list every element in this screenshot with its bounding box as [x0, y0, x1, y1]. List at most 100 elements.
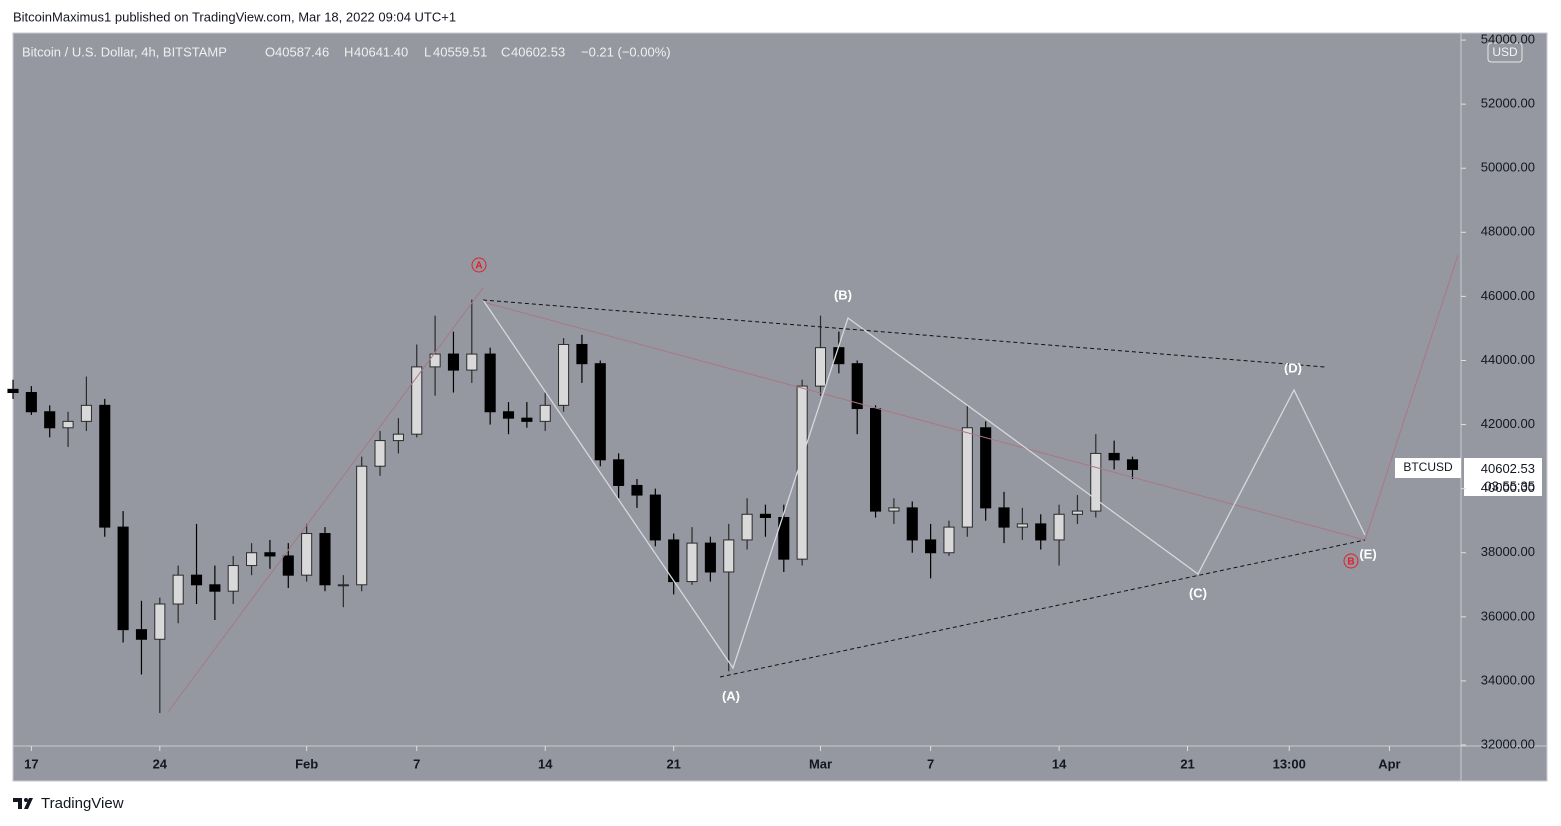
candle-body — [686, 542, 698, 583]
wave-label: (A) — [722, 688, 740, 703]
candle-body — [44, 411, 56, 429]
candle-body — [1016, 523, 1028, 528]
symbol-title: Bitcoin / U.S. Dollar, 4h, BITSTAMP — [22, 44, 227, 59]
y-tick-label: 46000.00 — [1481, 288, 1535, 303]
ohlc-key: H — [344, 44, 353, 59]
y-tick-label: 52000.00 — [1481, 96, 1535, 111]
brand: TradingView — [41, 795, 124, 812]
candle-body — [25, 392, 37, 413]
wave-label: (D) — [1284, 360, 1302, 375]
logo-mark — [13, 798, 33, 809]
triangle-line — [719, 539, 1366, 678]
candle-body — [411, 366, 423, 435]
candle-body — [356, 465, 368, 586]
candle-body — [1071, 510, 1083, 515]
candle-body — [190, 574, 203, 586]
candle-body — [1108, 452, 1120, 461]
plot — [7, 299, 1139, 713]
x-tick-label: Apr — [1378, 756, 1400, 771]
circled-label: A — [475, 261, 482, 272]
wave-label: (E) — [1359, 546, 1376, 561]
candle-body — [135, 629, 148, 640]
x-tick-label: Mar — [809, 756, 832, 771]
candle-body — [209, 584, 221, 592]
ohlc-key: C — [501, 44, 510, 59]
y-tick-label: 32000.00 — [1481, 736, 1535, 751]
ohlc-value: 40587.46 — [275, 44, 329, 59]
trend-line — [167, 287, 484, 713]
candle-body — [319, 533, 331, 586]
circle-marker — [1343, 553, 1359, 569]
y-tick-label: 50000.00 — [1481, 160, 1535, 175]
candle-body — [301, 533, 313, 576]
candle-body — [723, 539, 735, 573]
ohlc-value: 40641.40 — [354, 44, 408, 59]
candle-body — [246, 552, 258, 567]
candle-body — [631, 484, 643, 496]
x-tick-label: 14 — [1052, 756, 1067, 771]
y-tick-label: 44000.00 — [1481, 352, 1535, 367]
candle-body — [998, 507, 1010, 528]
last-price: 40602.53 — [1481, 461, 1535, 476]
candle-body — [502, 411, 515, 419]
candle-body — [337, 584, 349, 587]
candle-body — [484, 353, 496, 413]
candle-body — [961, 427, 973, 528]
wave-label: (B) — [834, 287, 852, 302]
candle-body — [521, 417, 533, 422]
candle-body — [1126, 459, 1139, 470]
candle-body — [741, 513, 753, 541]
candle-body — [906, 507, 918, 541]
price-change: −0.21 (−0.00%) — [581, 44, 671, 59]
candle-body — [594, 363, 606, 461]
currency: USD — [1492, 45, 1518, 59]
x-tick-label: 17 — [24, 756, 38, 771]
x-tick-label: 14 — [538, 756, 553, 771]
candle-body — [814, 347, 827, 387]
candle-body — [539, 404, 551, 422]
candle-body — [980, 427, 992, 509]
candle-body — [558, 343, 570, 406]
logo-dot — [24, 798, 28, 802]
brand-logo — [13, 798, 33, 809]
y-tick-label: 40000.00 — [1481, 480, 1535, 495]
ohlc-key: L — [424, 44, 431, 59]
candle-body — [870, 408, 882, 512]
x-tick-label: 21 — [666, 756, 680, 771]
candle-body — [704, 542, 716, 573]
candle-body — [80, 404, 92, 422]
candle-body — [925, 539, 937, 554]
currency-box — [1487, 42, 1523, 63]
x-tick-label: 13:00 — [1273, 756, 1306, 771]
candle-body — [778, 516, 790, 560]
wave-labels: (A) (B) (C) (D) (E) A B — [471, 257, 1377, 703]
y-tick-label: 48000.00 — [1481, 224, 1535, 239]
candle-body — [99, 404, 111, 528]
candle-body — [374, 440, 386, 467]
candle-body — [7, 388, 19, 394]
symbol-tag — [1395, 458, 1461, 478]
x-tick-label: 24 — [153, 756, 168, 771]
ohlc-key: O — [265, 44, 275, 59]
wave-path — [482, 299, 1366, 670]
symbol-tag-text: BTCUSD — [1403, 460, 1453, 474]
candle-body — [466, 353, 478, 371]
x-tick-label: 7 — [413, 756, 420, 771]
circled-label: B — [1347, 557, 1354, 568]
candle-body — [447, 353, 460, 371]
candle-body — [172, 574, 184, 605]
x-tick-label: 7 — [927, 756, 934, 771]
candle-body — [851, 363, 863, 410]
wave-drawings — [167, 254, 1459, 713]
candle-body — [613, 459, 625, 486]
publisher-line: BitcoinMaximus1 published on TradingView… — [13, 9, 456, 24]
candle-body — [649, 494, 661, 541]
y-tick-label: 36000.00 — [1481, 608, 1535, 623]
y-tick-label: 34000.00 — [1481, 672, 1535, 687]
candle-body — [576, 343, 588, 365]
candle-body — [943, 526, 955, 554]
candle-body — [796, 385, 808, 560]
ohlc-value: 40559.51 — [433, 44, 487, 59]
wave-label: (C) — [1189, 585, 1207, 600]
